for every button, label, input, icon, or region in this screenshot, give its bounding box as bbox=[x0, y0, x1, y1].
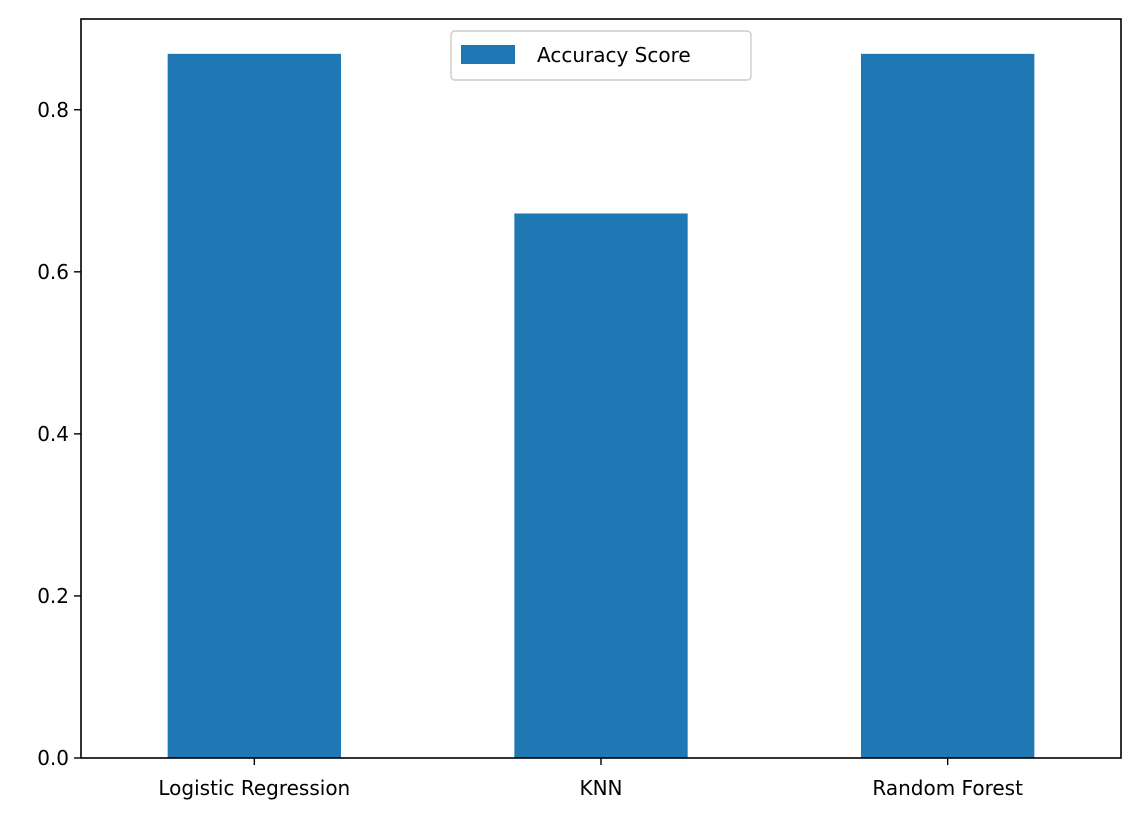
legend-swatch bbox=[461, 45, 515, 64]
x-tick-label: Random Forest bbox=[872, 776, 1023, 800]
x-axis: Logistic Regression KNN Random Forest bbox=[158, 758, 1023, 800]
y-tick-label: 0.2 bbox=[37, 584, 69, 608]
y-axis: 0.0 0.2 0.4 0.6 0.8 bbox=[37, 98, 81, 770]
legend-box bbox=[450, 30, 752, 81]
bar-knn bbox=[514, 213, 688, 758]
y-tick-label: 0.0 bbox=[37, 746, 69, 770]
y-tick-label: 0.6 bbox=[37, 260, 69, 284]
bar-logistic-regression bbox=[167, 53, 341, 758]
y-tick-label: 0.8 bbox=[37, 98, 69, 122]
bar-random-forest bbox=[861, 53, 1035, 758]
x-tick-label: KNN bbox=[579, 776, 622, 800]
legend-label: Accuracy Score bbox=[537, 43, 691, 67]
y-tick-label: 0.4 bbox=[37, 422, 69, 446]
legend: Accuracy Score bbox=[450, 30, 752, 81]
x-tick-label: Logistic Regression bbox=[158, 776, 350, 800]
bars-layer bbox=[167, 53, 1035, 758]
